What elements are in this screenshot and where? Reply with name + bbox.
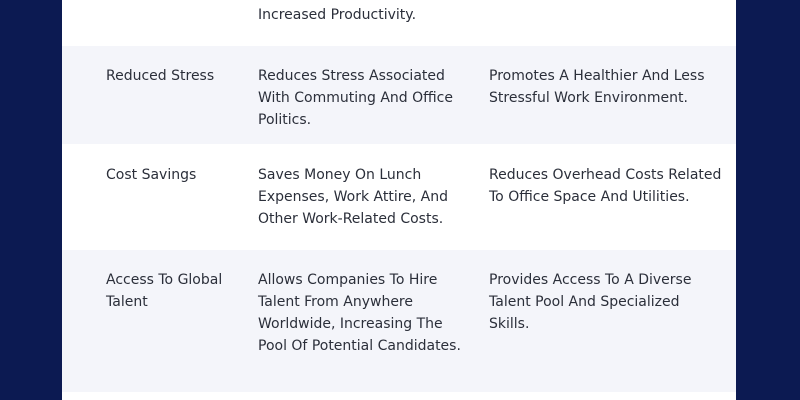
employee-benefit-cell: Increased Productivity. xyxy=(258,4,468,26)
benefit-cell: Access To Global Talent xyxy=(106,269,246,313)
benefit-cell: Cost Savings xyxy=(106,164,246,186)
table-row: Cost Savings Saves Money On Lunch Expens… xyxy=(62,144,736,250)
employer-benefit-cell: Promotes A Healthier And Less Stressful … xyxy=(489,65,724,109)
employee-benefit-cell: Allows Companies To Hire Talent From Any… xyxy=(258,269,468,357)
table-row: Increased Productivity. xyxy=(62,0,736,46)
benefit-cell: Reduced Stress xyxy=(106,65,246,87)
table-row: Reduced Stress Reduces Stress Associated… xyxy=(62,46,736,144)
employer-benefit-cell: Reduces Overhead Costs Related To Office… xyxy=(489,164,724,208)
employee-benefit-cell: Reduces Stress Associated With Commuting… xyxy=(258,65,468,131)
table-row: Access To Global Talent Allows Companies… xyxy=(62,250,736,392)
employer-benefit-cell: Provides Access To A Diverse Talent Pool… xyxy=(489,269,724,335)
comparison-table: Increased Productivity. Reduced Stress R… xyxy=(62,0,736,400)
employee-benefit-cell: Saves Money On Lunch Expenses, Work Atti… xyxy=(258,164,468,230)
